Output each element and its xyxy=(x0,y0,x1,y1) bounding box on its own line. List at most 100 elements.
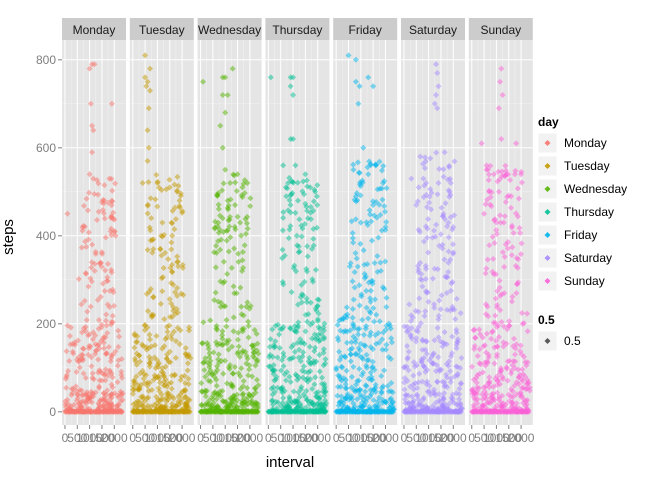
data-point xyxy=(101,197,108,204)
data-point xyxy=(447,379,454,386)
data-point xyxy=(360,369,367,376)
x-tick-label: 500 xyxy=(338,431,358,445)
data-point xyxy=(320,349,327,356)
data-point xyxy=(85,236,92,243)
data-point xyxy=(320,335,327,342)
data-point xyxy=(282,403,289,410)
data-point xyxy=(485,313,492,320)
data-point xyxy=(486,380,493,387)
data-point xyxy=(139,407,146,414)
data-point xyxy=(431,227,438,234)
data-point xyxy=(441,216,448,223)
data-point xyxy=(473,379,480,386)
data-point xyxy=(246,390,253,397)
data-point xyxy=(519,366,526,373)
data-point xyxy=(420,394,427,401)
data-point xyxy=(293,401,300,408)
data-point xyxy=(377,211,384,218)
data-point xyxy=(287,202,294,208)
data-point xyxy=(239,257,246,264)
data-point xyxy=(158,275,165,282)
data-point xyxy=(374,398,381,405)
data-point xyxy=(511,335,518,342)
data-point xyxy=(215,390,222,397)
data-point xyxy=(373,198,380,205)
data-point xyxy=(431,304,438,311)
x-tick-label: 1500 xyxy=(224,431,251,445)
data-point xyxy=(148,215,155,222)
data-point xyxy=(307,376,314,383)
data-point xyxy=(495,333,502,340)
data-point xyxy=(427,155,434,162)
data-point xyxy=(299,225,306,232)
data-point xyxy=(87,100,94,107)
data-point xyxy=(88,259,95,266)
data-point xyxy=(379,346,386,353)
data-point xyxy=(251,326,258,333)
data-point xyxy=(107,228,114,235)
data-point xyxy=(285,235,292,242)
data-point xyxy=(367,211,374,218)
data-point xyxy=(436,297,443,304)
data-point xyxy=(355,100,362,107)
data-point xyxy=(111,302,118,309)
data-point xyxy=(453,329,460,336)
points-tuesday xyxy=(129,52,194,415)
data-point xyxy=(168,332,175,339)
data-point xyxy=(166,184,173,191)
data-point xyxy=(421,165,428,172)
data-point xyxy=(171,181,178,188)
data-point xyxy=(160,265,167,272)
data-point xyxy=(347,358,354,365)
data-point xyxy=(210,349,217,356)
data-point xyxy=(406,301,413,308)
data-point xyxy=(320,406,327,413)
data-point xyxy=(508,367,515,374)
data-point xyxy=(311,381,318,388)
data-point xyxy=(278,357,285,364)
data-point xyxy=(522,373,529,380)
data-point xyxy=(101,396,108,403)
data-point xyxy=(74,337,81,344)
data-point xyxy=(435,83,442,90)
data-point xyxy=(412,307,419,314)
data-point xyxy=(431,100,438,107)
data-point xyxy=(340,315,347,322)
data-point xyxy=(66,357,73,364)
data-point xyxy=(348,384,355,391)
data-point xyxy=(217,122,224,129)
data-point xyxy=(469,363,476,370)
data-point xyxy=(161,343,168,350)
data-point xyxy=(83,392,90,399)
data-point xyxy=(181,408,188,415)
data-point xyxy=(494,343,501,350)
data-point xyxy=(176,341,183,348)
data-point xyxy=(303,387,310,394)
data-point xyxy=(157,396,164,403)
data-point xyxy=(513,341,520,348)
data-point xyxy=(316,351,323,358)
data-point xyxy=(380,180,387,186)
data-point xyxy=(270,362,277,369)
data-point xyxy=(79,355,86,362)
data-point xyxy=(496,277,503,284)
data-point xyxy=(421,407,428,414)
data-point xyxy=(234,336,241,343)
data-point xyxy=(495,322,502,329)
data-point xyxy=(104,274,111,281)
data-point xyxy=(231,245,238,252)
data-point xyxy=(493,337,500,344)
data-point xyxy=(226,400,233,407)
x-tick-label: 0 xyxy=(265,431,272,445)
data-point xyxy=(370,83,377,90)
data-point xyxy=(223,317,230,324)
data-point xyxy=(441,405,448,412)
data-point xyxy=(88,363,95,370)
data-point xyxy=(508,252,515,259)
data-point xyxy=(494,178,501,185)
data-point xyxy=(215,298,222,305)
data-point xyxy=(282,184,289,191)
data-point xyxy=(215,201,222,208)
data-point xyxy=(350,296,357,303)
data-point xyxy=(401,379,408,386)
